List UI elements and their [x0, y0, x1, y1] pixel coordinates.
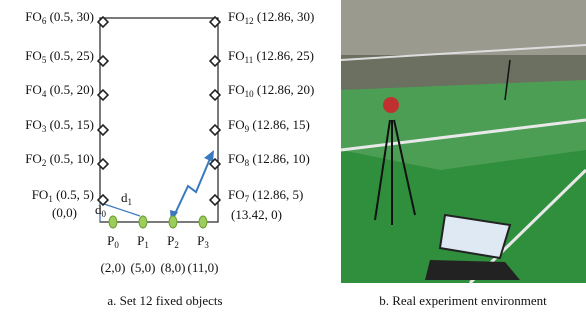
label-name: FO [25, 82, 42, 97]
label-name: FO [228, 117, 245, 132]
label-sub: 1 [128, 197, 133, 207]
corner-label: (13.42, 0) [231, 207, 282, 222]
label: FO12 (12.86, 30) [228, 9, 314, 26]
label-coord: (12.86, 5) [252, 187, 303, 202]
label-name: FO [25, 9, 42, 24]
label-sub: 2 [174, 240, 179, 250]
label-coord: (12.86, 10) [252, 151, 309, 166]
label-sub: 0 [114, 240, 119, 250]
label-sub: 11 [245, 55, 254, 65]
point-label: P2 [167, 233, 179, 250]
label-name: FO [25, 117, 42, 132]
label: FO11 (12.86, 25) [228, 48, 314, 65]
label: FO4 (0.5, 20) [25, 82, 94, 99]
label-name: FO [25, 48, 42, 63]
label-coord: (0.5, 5) [56, 187, 94, 202]
label-coord: (0.5, 10) [50, 151, 94, 166]
point-label: P0 [107, 233, 119, 250]
label: FO3 (0.5, 15) [25, 117, 94, 134]
position-point [199, 216, 207, 228]
point-label: P3 [197, 233, 209, 250]
point-coord: (11,0) [188, 260, 219, 275]
label-coord: (0.5, 15) [50, 117, 94, 132]
label-sub: 0 [102, 209, 107, 219]
label-name: P [167, 233, 174, 248]
point-coord: (5,0) [131, 260, 156, 275]
photo-laptop-base [425, 260, 520, 280]
label-name: FO [25, 151, 42, 166]
label-coord: (12.86, 30) [257, 9, 314, 24]
point-label: P1 [137, 233, 149, 250]
label-name: FO [228, 187, 245, 202]
origin-label: (0,0) [52, 205, 77, 220]
caption-b: b. Real experiment environment [379, 293, 547, 308]
label: FO9 (12.86, 15) [228, 117, 310, 134]
photo-device [383, 97, 399, 113]
label-coord: (12.86, 15) [252, 117, 309, 132]
figure: (0,0) (13.42, 0) a. Set 12 fixed objects… [0, 0, 586, 320]
position-point [169, 216, 177, 228]
signal-arrow [173, 154, 212, 218]
label-name: FO [228, 48, 245, 63]
signal-arrowhead [204, 150, 214, 162]
label-coord: (0.5, 20) [50, 82, 94, 97]
label: d1 [121, 190, 132, 207]
label-sub: 3 [204, 240, 209, 250]
label-name: FO [228, 82, 245, 97]
d1-arrow [104, 204, 140, 216]
point-coord: (8,0) [161, 260, 186, 275]
label: FO6 (0.5, 30) [25, 9, 94, 26]
label-name: P [107, 233, 114, 248]
label-coord: (0.5, 25) [50, 48, 94, 63]
label-name: FO [228, 151, 245, 166]
label-name: P [197, 233, 204, 248]
label: FO5 (0.5, 25) [25, 48, 94, 65]
room-outline [100, 18, 218, 222]
point-coord: (2,0) [101, 260, 126, 275]
label-name: P [137, 233, 144, 248]
label-name: FO [228, 9, 245, 24]
label-coord: (12.86, 25) [257, 48, 314, 63]
photo [341, 0, 586, 283]
label-coord: (0.5, 30) [50, 9, 94, 24]
label: FO1 (0.5, 5) [32, 187, 94, 204]
label-name: FO [32, 187, 49, 202]
label-sub: 1 [144, 240, 149, 250]
label: FO7 (12.86, 5) [228, 187, 303, 204]
position-point [139, 216, 147, 228]
caption-a: a. Set 12 fixed objects [107, 293, 222, 308]
label-sub: 12 [245, 16, 254, 26]
label: FO8 (12.86, 10) [228, 151, 310, 168]
label-coord: (12.86, 20) [257, 82, 314, 97]
label: FO2 (0.5, 10) [25, 151, 94, 168]
position-point [109, 216, 117, 228]
label: FO10 (12.86, 20) [228, 82, 314, 99]
